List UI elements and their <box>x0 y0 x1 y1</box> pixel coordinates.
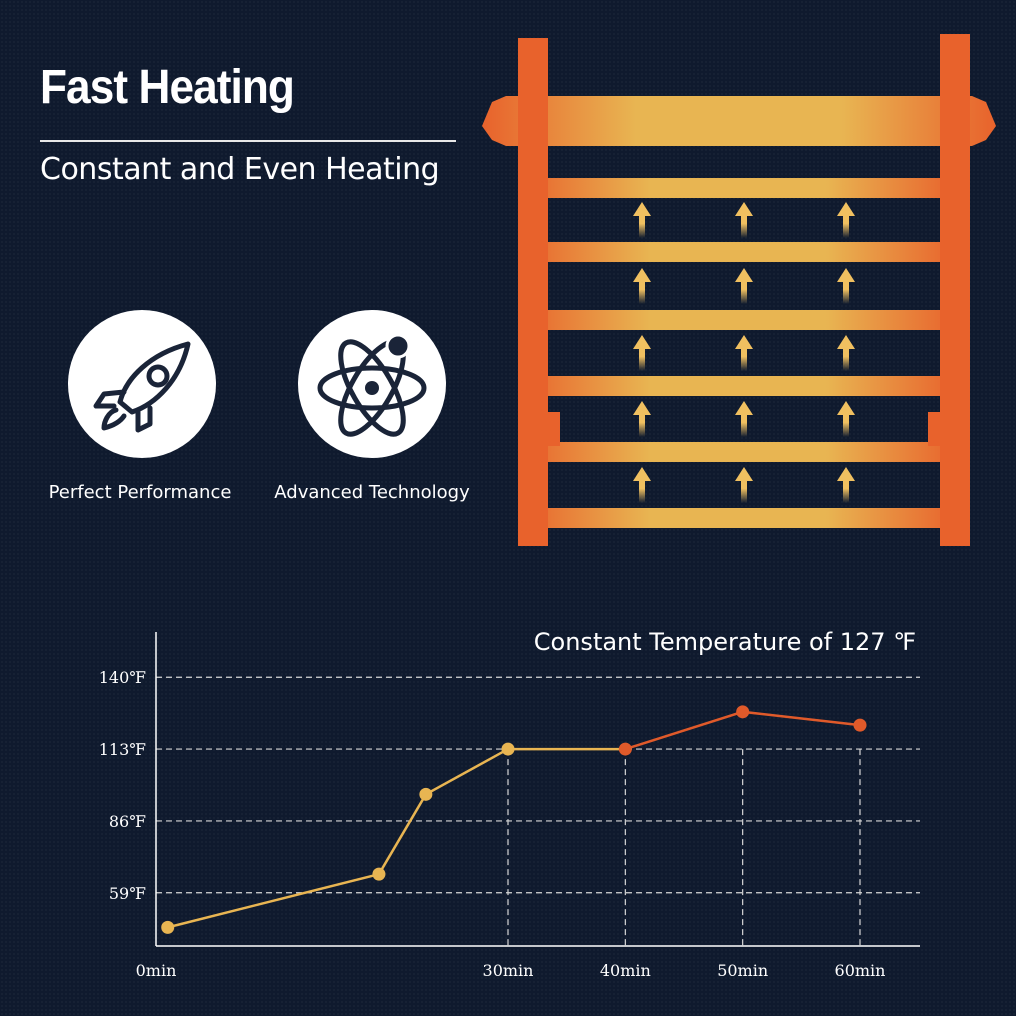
chart-series <box>161 705 867 934</box>
x-ticks: 0min 30min 40min 50min 60min <box>136 961 886 980</box>
feature-label-performance: Perfect Performance <box>48 482 232 503</box>
data-point <box>372 867 386 881</box>
data-point <box>161 920 175 934</box>
data-point <box>736 705 750 719</box>
y-tick-label: 113℉ <box>99 740 147 759</box>
y-tick-label: 86℉ <box>109 812 146 831</box>
page-subtitle: Constant and Even Heating <box>40 152 440 187</box>
x-tick-label: 50min <box>717 961 768 980</box>
data-point <box>501 742 515 756</box>
performance-badge <box>68 310 216 458</box>
temperature-chart: Constant Temperature of 127 ℉ 59℉ 86℉ 113℉… <box>99 628 920 980</box>
y-ticks: 59℉ 86℉ 113℉ 140℉ <box>99 668 147 903</box>
y-tick-label: 140℉ <box>99 668 147 687</box>
page-title: Fast Heating <box>40 61 295 114</box>
data-point <box>853 718 867 732</box>
chart-title: Constant Temperature of 127 ℉ <box>534 628 916 656</box>
data-point <box>618 742 632 756</box>
heated-rack-illustration <box>482 34 996 546</box>
atom-icon <box>317 333 427 437</box>
series-line <box>167 747 626 929</box>
rocket-icon <box>93 341 191 433</box>
title-divider <box>40 140 456 142</box>
x-tick-label: 30min <box>483 961 534 980</box>
chart-grid <box>156 676 920 946</box>
x-tick-label: 60min <box>835 961 886 980</box>
x-tick-label: 0min <box>136 961 177 980</box>
rack-frame <box>482 34 996 546</box>
feature-label-technology: Advanced Technology <box>274 482 470 503</box>
technology-badge <box>298 310 446 458</box>
y-tick-label: 59℉ <box>109 884 146 903</box>
x-tick-label: 40min <box>600 961 651 980</box>
data-point <box>419 787 433 801</box>
